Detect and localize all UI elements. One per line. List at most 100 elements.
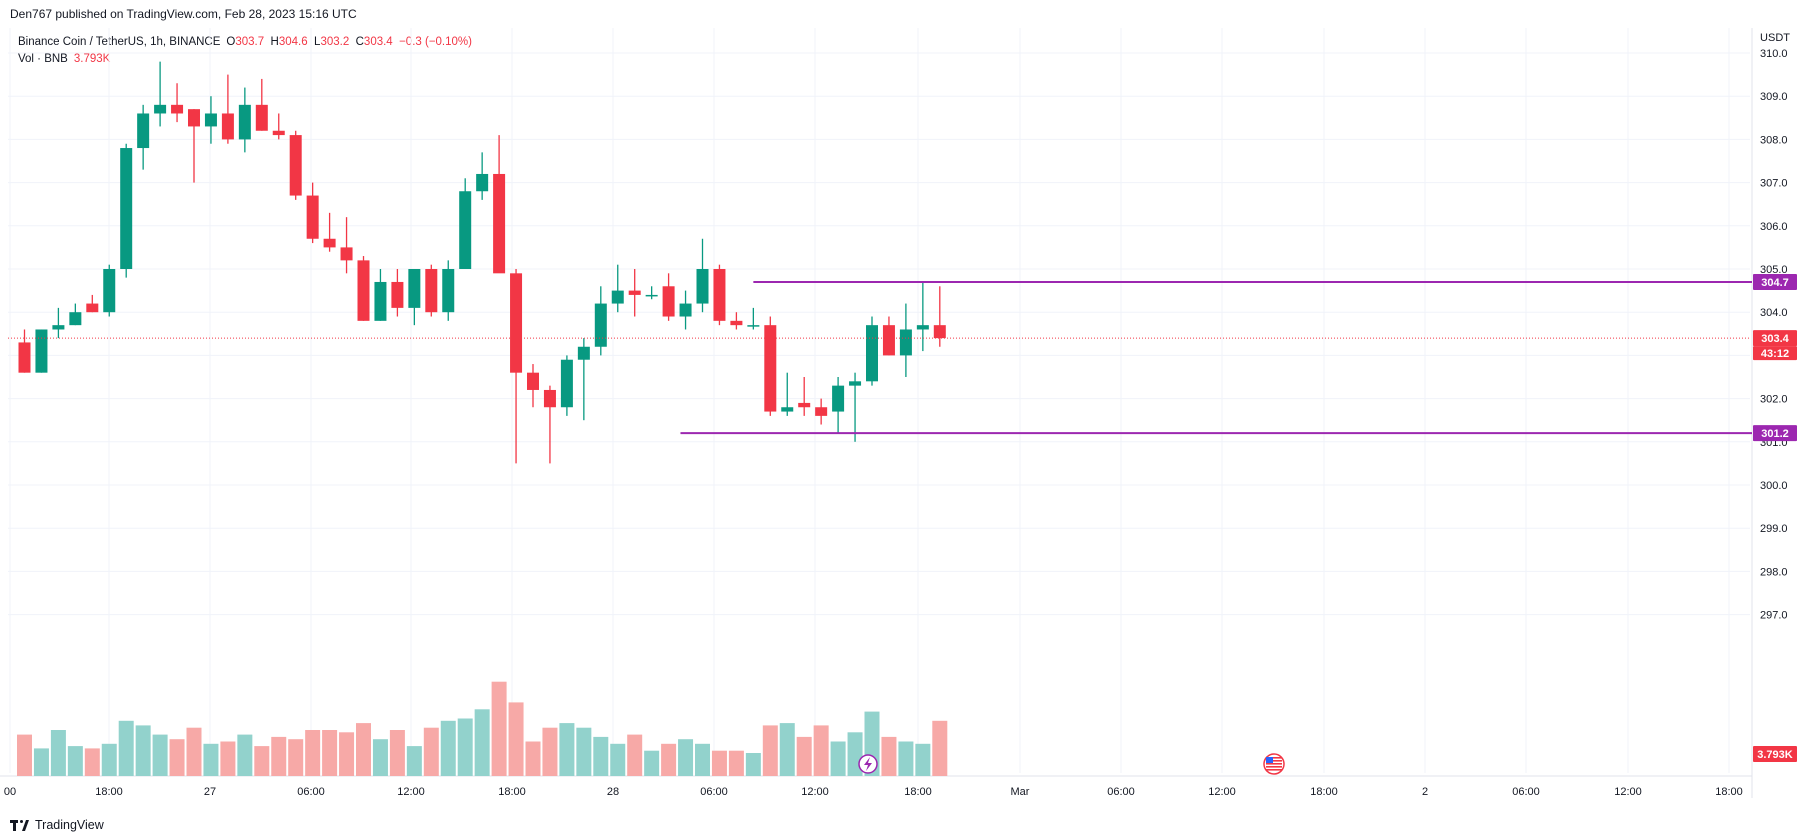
candle[interactable] <box>645 286 658 300</box>
candle[interactable] <box>408 269 421 326</box>
candle-body <box>204 113 217 127</box>
volume-bar <box>915 743 931 776</box>
candle[interactable] <box>628 269 641 317</box>
volume-bar <box>186 727 202 776</box>
candle[interactable] <box>798 377 811 416</box>
price-axis[interactable]: 310.0309.0308.0307.0306.0305.0304.0303.0… <box>1753 48 1797 762</box>
candle[interactable] <box>866 316 878 386</box>
candle-body <box>866 325 878 382</box>
candle[interactable] <box>154 61 167 127</box>
candle-body <box>52 325 65 330</box>
candle[interactable] <box>882 316 895 356</box>
candle[interactable] <box>35 329 48 373</box>
volume-bar <box>779 723 795 776</box>
candle-body <box>832 385 845 412</box>
horizontal-levels[interactable] <box>8 280 1752 435</box>
price-tick-label: 310.0 <box>1760 48 1788 60</box>
candle[interactable] <box>238 87 251 153</box>
flag-stripe <box>1266 763 1282 765</box>
close-value: 303.4 <box>363 36 393 48</box>
candle[interactable] <box>662 273 675 321</box>
volume-bar <box>542 727 558 776</box>
candle[interactable] <box>171 83 184 123</box>
candle[interactable] <box>374 269 387 321</box>
candle[interactable] <box>696 238 709 313</box>
volume-label[interactable]: Vol · BNB <box>18 53 68 65</box>
tradingview-logo[interactable]: TradingView <box>10 818 104 832</box>
time-tick-label: 18:00 <box>1310 786 1338 798</box>
candle[interactable] <box>764 316 777 416</box>
candle[interactable] <box>679 290 692 330</box>
lightning-event-icon[interactable] <box>858 754 878 774</box>
candle[interactable] <box>204 96 217 144</box>
candle[interactable] <box>611 264 624 313</box>
candle[interactable] <box>103 264 116 317</box>
candle[interactable] <box>86 294 99 313</box>
candle[interactable] <box>459 178 472 269</box>
candle[interactable] <box>120 143 133 278</box>
candle-body <box>764 325 777 412</box>
candle[interactable] <box>730 312 743 330</box>
candle[interactable] <box>543 385 556 464</box>
candle[interactable] <box>391 269 404 317</box>
time-axis[interactable]: 00 18:00 27 06:00 12:00 18:00 28 06:00 12:00 18:0… <box>4 786 1743 798</box>
candle[interactable] <box>255 78 268 131</box>
candle-body <box>137 113 150 149</box>
volume-bar <box>152 734 168 776</box>
high-label: H <box>270 36 279 48</box>
candle[interactable] <box>476 152 489 200</box>
candle[interactable] <box>340 217 353 274</box>
volume-bar <box>220 741 236 776</box>
candle[interactable] <box>713 264 726 326</box>
candle[interactable] <box>323 212 336 252</box>
time-tick-label: 27 <box>204 786 216 798</box>
candle[interactable] <box>306 182 319 244</box>
time-tick-label: 18:00 <box>498 786 526 798</box>
candle[interactable] <box>493 135 506 274</box>
candle[interactable] <box>527 364 539 408</box>
volume-badge-bg <box>1753 746 1797 762</box>
candle-body <box>289 135 302 196</box>
candle[interactable] <box>849 372 862 442</box>
candle[interactable] <box>357 256 370 321</box>
candle[interactable] <box>916 281 929 352</box>
candle[interactable] <box>510 269 523 464</box>
low-value: 303.2 <box>320 36 350 48</box>
candle[interactable] <box>272 113 285 140</box>
volume-bar <box>508 702 524 776</box>
symbol-title[interactable]: Binance Coin / TetherUS, 1h, BINANCE <box>18 36 221 48</box>
candle[interactable] <box>747 307 760 330</box>
candle[interactable] <box>137 104 150 170</box>
candle[interactable] <box>69 303 82 326</box>
candle-body <box>628 290 641 295</box>
volume-bar <box>271 736 287 776</box>
candle[interactable] <box>442 260 455 321</box>
volume-bar <box>796 736 812 776</box>
candle[interactable] <box>815 398 828 425</box>
candle[interactable] <box>560 355 573 416</box>
candle[interactable] <box>577 338 590 421</box>
candle-body <box>18 342 31 373</box>
candle[interactable] <box>289 130 302 200</box>
volume-bar <box>627 734 643 776</box>
candle[interactable] <box>188 109 200 183</box>
candle[interactable] <box>832 377 845 434</box>
candle[interactable] <box>781 372 794 416</box>
candle-body <box>442 269 455 313</box>
countdown-badge: 43:12 <box>1753 346 1797 361</box>
candle[interactable] <box>933 286 946 347</box>
candle[interactable] <box>52 307 65 339</box>
price-tick-label: 308.0 <box>1760 134 1788 146</box>
price-tick-label: 300.0 <box>1760 480 1788 492</box>
time-tick-label: 06:00 <box>700 786 728 798</box>
candle[interactable] <box>221 74 234 144</box>
candle[interactable] <box>425 264 438 317</box>
time-tick-label: 06:00 <box>1107 786 1135 798</box>
candle[interactable] <box>18 329 31 373</box>
us-flag-event-icon[interactable] <box>1263 753 1285 775</box>
candle[interactable] <box>594 286 607 356</box>
volume-bar <box>389 730 405 776</box>
candle[interactable] <box>899 303 912 377</box>
volume-bar <box>406 746 422 776</box>
